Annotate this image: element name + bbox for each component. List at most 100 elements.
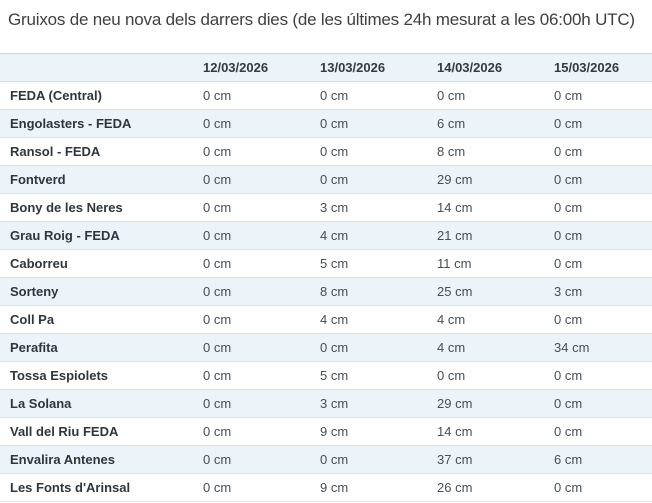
station-name: Tossa Espiolets bbox=[10, 368, 109, 383]
snow-depth-value: 0 cm bbox=[203, 116, 232, 131]
station-name: Coll Pa bbox=[10, 312, 55, 327]
snow-depth-value: 0 cm bbox=[320, 116, 349, 131]
table-header-row: 12/03/2026 13/03/2026 14/03/2026 15/03/2… bbox=[0, 53, 652, 82]
table-row: Tossa Espiolets 0 cm 5 cm 0 cm 0 cm bbox=[0, 361, 652, 390]
snow-depth-value: 0 cm bbox=[203, 424, 232, 439]
snow-depth-value: 0 cm bbox=[554, 200, 583, 215]
station-name: Grau Roig - FEDA bbox=[10, 228, 120, 243]
page-title: Gruixos de neu nova dels darrers dies (d… bbox=[8, 10, 635, 29]
snow-depth-value: 9 cm bbox=[320, 480, 349, 495]
snow-depth-value: 0 cm bbox=[554, 88, 583, 103]
snow-depth-value: 0 cm bbox=[554, 368, 583, 383]
snow-depth-value: 14 cm bbox=[437, 200, 473, 215]
station-name: Caborreu bbox=[10, 256, 68, 271]
snow-depth-value: 0 cm bbox=[554, 396, 583, 411]
table-row: Fontverd 0 cm 0 cm 29 cm 0 cm bbox=[0, 165, 652, 194]
snow-depth-value: 0 cm bbox=[203, 256, 232, 271]
table-body: FEDA (Central) 0 cm 0 cm 0 cm 0 cm Engolaster… bbox=[0, 81, 652, 502]
snow-depth-value: 14 cm bbox=[437, 424, 473, 439]
table-row: Sorteny 0 cm 8 cm 25 cm 3 cm bbox=[0, 277, 652, 306]
station-name: La Solana bbox=[10, 396, 72, 411]
snow-depth-value: 0 cm bbox=[203, 200, 232, 215]
snow-depth-value: 0 cm bbox=[320, 340, 349, 355]
snow-depth-value: 0 cm bbox=[203, 284, 232, 299]
snow-depth-value: 0 cm bbox=[554, 480, 583, 495]
snow-depth-value: 0 cm bbox=[437, 88, 466, 103]
snow-depth-value: 9 cm bbox=[320, 424, 349, 439]
snow-depth-value: 21 cm bbox=[437, 228, 473, 243]
snow-depth-value: 11 cm bbox=[437, 256, 472, 271]
date-column-header: 14/03/2026 bbox=[437, 60, 503, 75]
snow-depth-value: 0 cm bbox=[203, 480, 232, 495]
snow-depth-value: 0 cm bbox=[203, 88, 232, 103]
station-name: Bony de les Neres bbox=[10, 200, 123, 215]
snow-depth-value: 0 cm bbox=[320, 144, 349, 159]
snow-depth-value: 4 cm bbox=[320, 312, 349, 327]
snow-depth-value: 0 cm bbox=[203, 228, 232, 243]
snow-depth-value: 0 cm bbox=[554, 424, 583, 439]
snow-depth-value: 0 cm bbox=[554, 116, 583, 131]
snow-depth-value: 37 cm bbox=[437, 452, 473, 467]
date-column-header: 12/03/2026 bbox=[203, 60, 269, 75]
snow-depth-value: 0 cm bbox=[320, 452, 349, 467]
station-name: Vall del Riu FEDA bbox=[10, 424, 119, 439]
snow-depth-value: 0 cm bbox=[203, 312, 232, 327]
table-row: Vall del Riu FEDA 0 cm 9 cm 14 cm 0 cm bbox=[0, 417, 652, 446]
snow-depth-value: 6 cm bbox=[554, 452, 583, 467]
snow-depth-value: 4 cm bbox=[437, 340, 466, 355]
station-name: Engolasters - FEDA bbox=[10, 116, 132, 131]
snow-depth-value: 34 cm bbox=[554, 340, 590, 355]
snow-depth-value: 3 cm bbox=[554, 284, 583, 299]
snow-depth-value: 0 cm bbox=[203, 368, 232, 383]
snow-depth-value: 8 cm bbox=[320, 284, 349, 299]
snow-depth-value: 0 cm bbox=[320, 88, 349, 103]
table-row: La Solana 0 cm 3 cm 29 cm 0 cm bbox=[0, 389, 652, 418]
snow-depth-value: 0 cm bbox=[554, 256, 583, 271]
snow-depth-value: 6 cm bbox=[437, 116, 466, 131]
table-row: Engolasters - FEDA 0 cm 0 cm 6 cm 0 cm bbox=[0, 109, 652, 138]
station-name: Fontverd bbox=[10, 172, 66, 187]
station-name: Sorteny bbox=[10, 284, 59, 299]
snow-depth-value: 0 cm bbox=[203, 172, 232, 187]
date-column-header: 13/03/2026 bbox=[320, 60, 386, 75]
snow-depth-table: 12/03/2026 13/03/2026 14/03/2026 15/03/2… bbox=[0, 53, 652, 502]
table-row: Coll Pa 0 cm 4 cm 4 cm 0 cm bbox=[0, 305, 652, 334]
snow-depth-value: 26 cm bbox=[437, 480, 473, 495]
station-name: Les Fonts d'Arinsal bbox=[10, 480, 131, 495]
snow-depth-value: 0 cm bbox=[437, 368, 466, 383]
station-name: Envalira Antenes bbox=[10, 452, 116, 467]
table-row: Caborreu 0 cm 5 cm 11 cm 0 cm bbox=[0, 249, 652, 278]
snow-depth-value: 0 cm bbox=[554, 144, 583, 159]
snow-depth-value: 0 cm bbox=[554, 172, 583, 187]
snow-depth-value: 3 cm bbox=[320, 200, 349, 215]
snow-depth-value: 4 cm bbox=[320, 228, 349, 243]
snow-depth-value: 5 cm bbox=[320, 368, 349, 383]
table-row: Grau Roig - FEDA 0 cm 4 cm 21 cm 0 cm bbox=[0, 221, 652, 250]
table-row: Ransol - FEDA 0 cm 0 cm 8 cm 0 cm bbox=[0, 137, 652, 166]
table-row: FEDA (Central) 0 cm 0 cm 0 cm 0 cm bbox=[0, 81, 652, 110]
snow-depth-value: 0 cm bbox=[203, 452, 232, 467]
snow-depth-value: 0 cm bbox=[320, 172, 349, 187]
snow-depth-value: 29 cm bbox=[437, 396, 473, 411]
station-name: FEDA (Central) bbox=[10, 88, 102, 103]
station-name: Ransol - FEDA bbox=[10, 144, 101, 159]
snow-depth-value: 0 cm bbox=[203, 396, 232, 411]
snow-depth-value: 3 cm bbox=[320, 396, 349, 411]
snow-depth-value: 29 cm bbox=[437, 172, 473, 187]
snow-depth-value: 0 cm bbox=[203, 144, 232, 159]
snow-depth-value: 0 cm bbox=[554, 312, 583, 327]
date-column-header: 15/03/2026 bbox=[554, 60, 620, 75]
table-header: 12/03/2026 13/03/2026 14/03/2026 15/03/2… bbox=[0, 53, 652, 82]
snow-depth-value: 8 cm bbox=[437, 144, 466, 159]
snow-depth-value: 0 cm bbox=[203, 340, 232, 355]
station-name: Perafita bbox=[10, 340, 58, 355]
snow-depth-value: 5 cm bbox=[320, 256, 349, 271]
station-column-header bbox=[0, 54, 190, 82]
snow-depth-value: 0 cm bbox=[554, 228, 583, 243]
snow-depth-value: 4 cm bbox=[437, 312, 466, 327]
snow-depth-value: 25 cm bbox=[437, 284, 473, 299]
table-row: Perafita 0 cm 0 cm 4 cm 34 cm bbox=[0, 333, 652, 362]
table-row: Envalira Antenes 0 cm 0 cm 37 cm 6 cm bbox=[0, 445, 652, 474]
table-row: Les Fonts d'Arinsal 0 cm 9 cm 26 cm 0 cm bbox=[0, 473, 652, 502]
